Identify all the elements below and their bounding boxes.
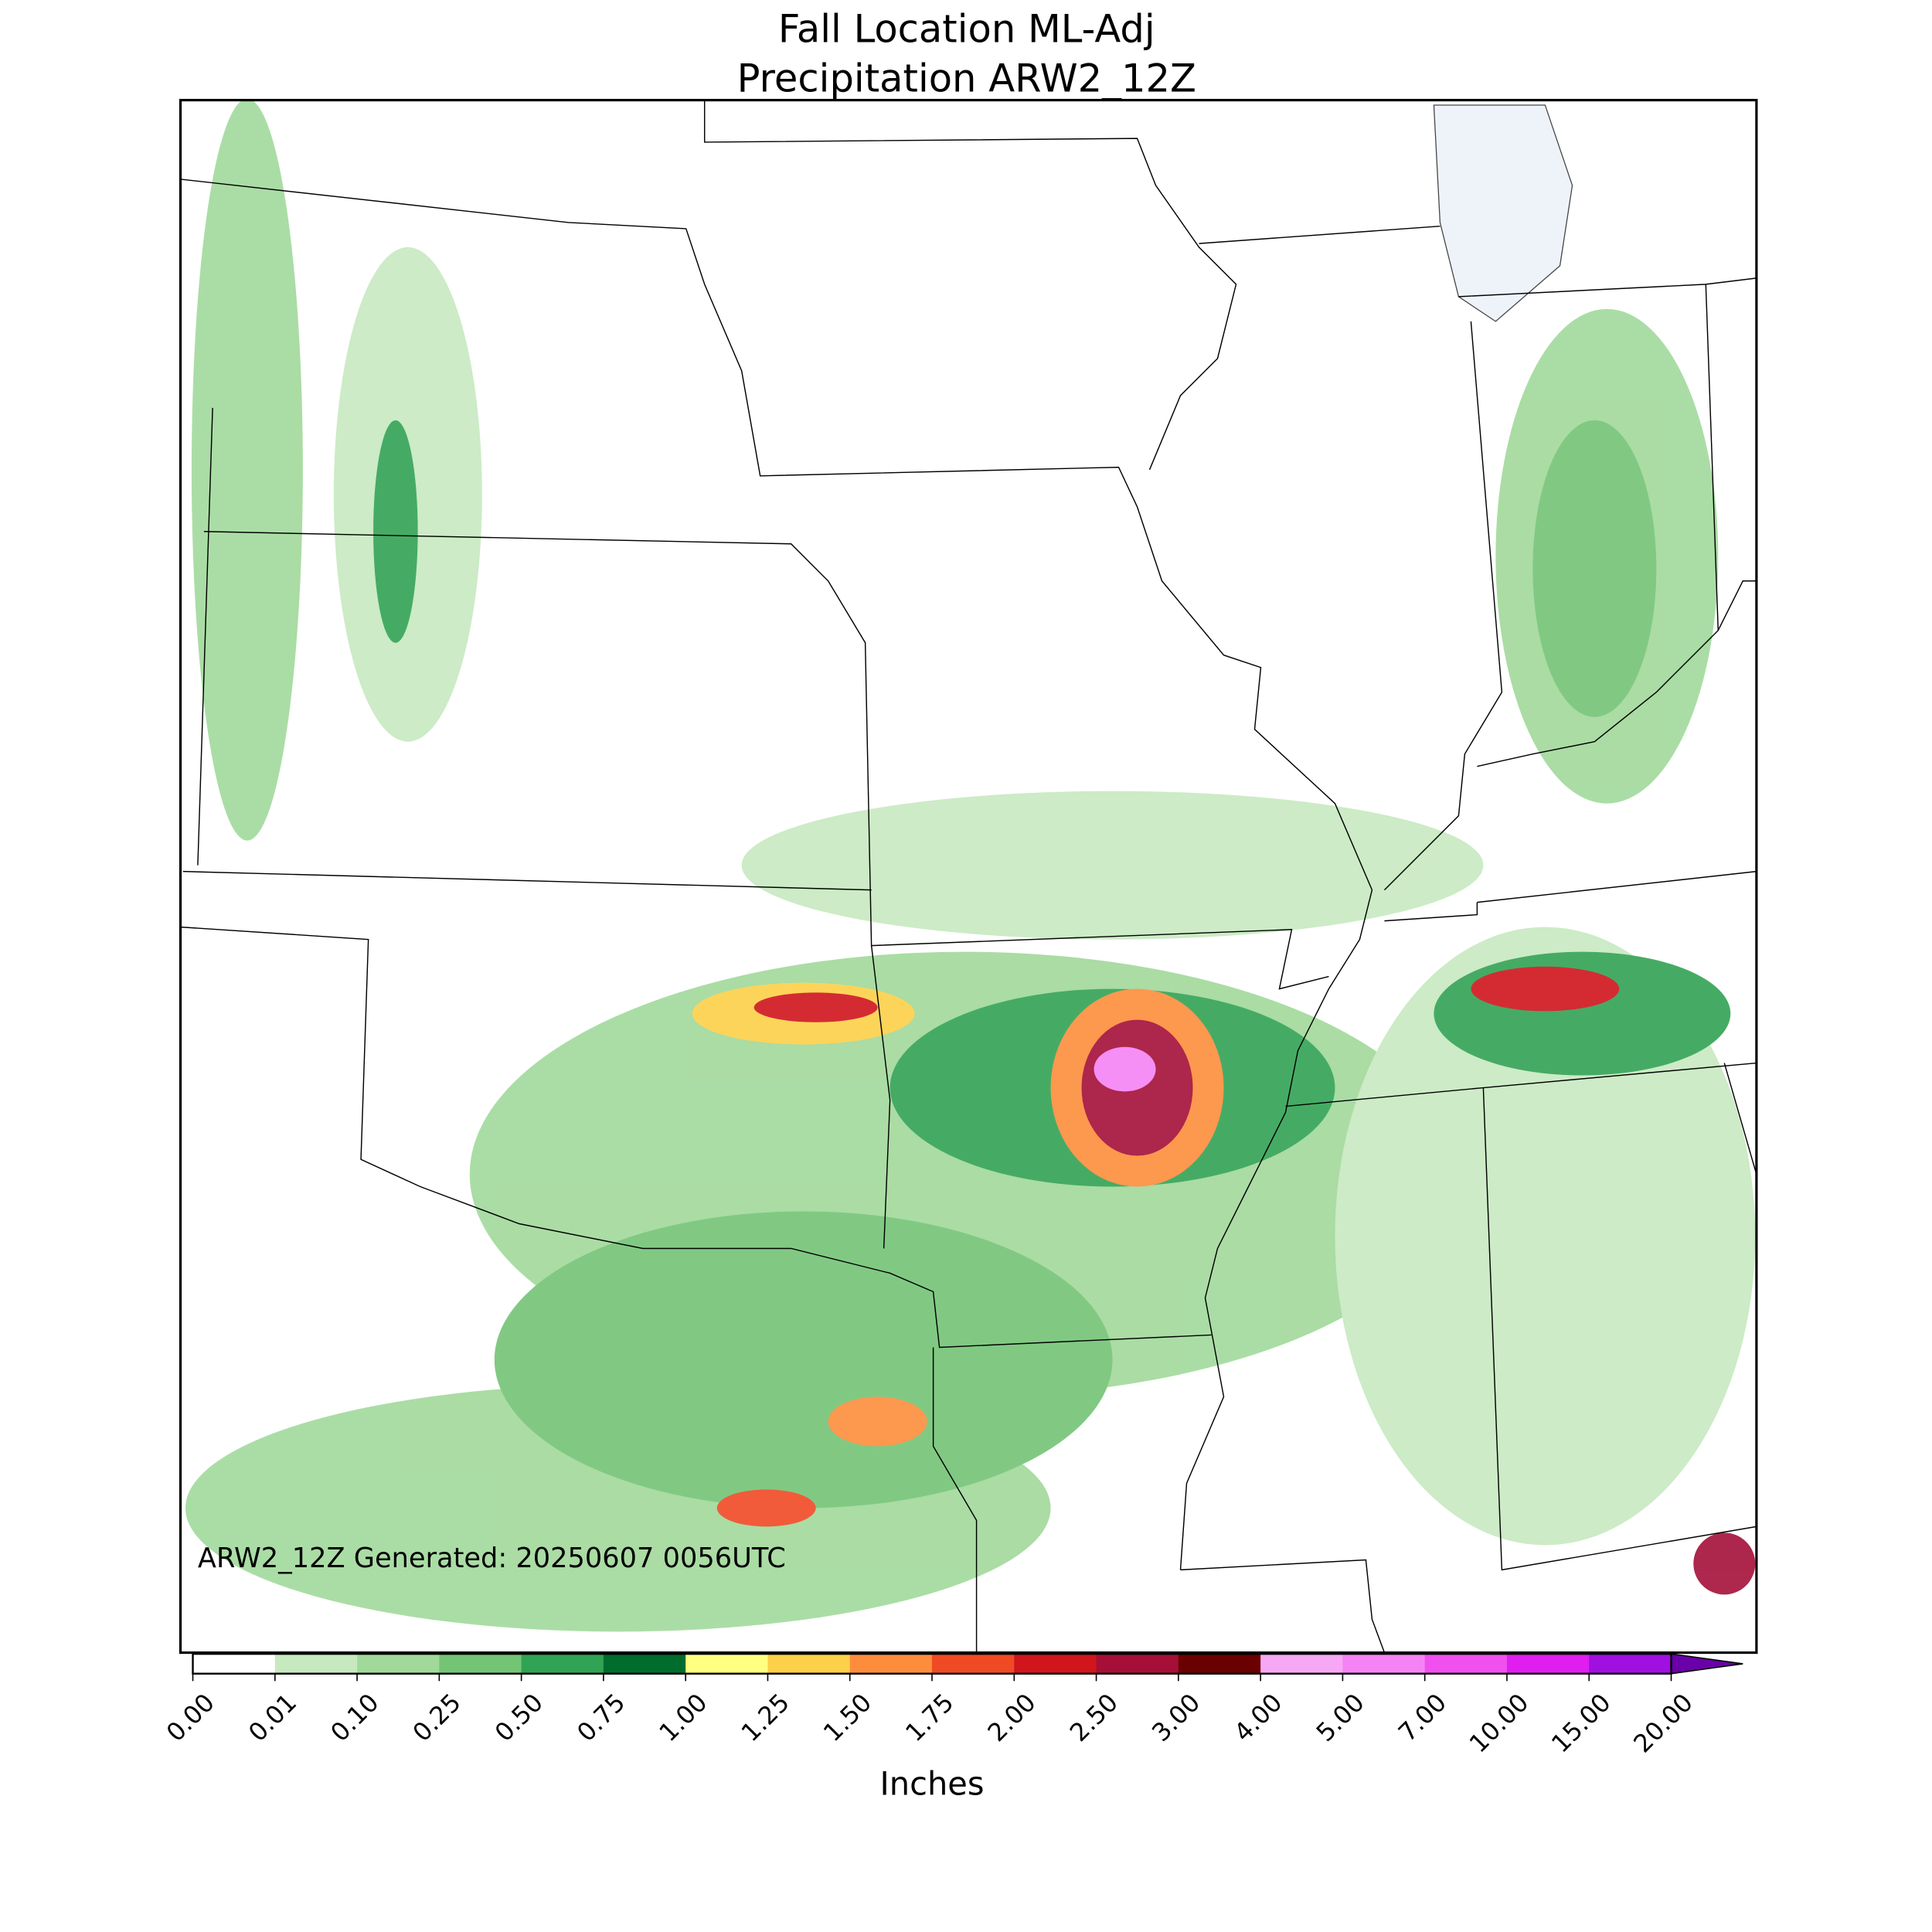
colorbar-tick-label: 0.25 — [407, 1688, 467, 1747]
precip-field — [185, 98, 1756, 1632]
colorbar-segment — [1178, 1654, 1261, 1674]
colorbar-segment — [767, 1654, 851, 1674]
colorbar-segment — [1342, 1654, 1426, 1674]
colorbar-segment — [357, 1654, 440, 1674]
colorbar-tick-label: 1.75 — [900, 1688, 959, 1747]
colorbar-tick-label: 4.00 — [1228, 1688, 1287, 1747]
colorbar-segment — [849, 1654, 933, 1674]
colorbar-tick-label: 0.00 — [161, 1688, 220, 1747]
colorbar-tick-label: 0.50 — [489, 1688, 549, 1747]
colorbar-tick-label: 2.50 — [1064, 1688, 1124, 1747]
title-line-2: Precipitation ARW2_12Z — [737, 56, 1196, 100]
colorbar-segment — [1260, 1654, 1344, 1674]
colorbar-tick-label: 3.00 — [1146, 1688, 1206, 1747]
colorbar-tick-label: 0.01 — [243, 1688, 302, 1747]
colorbar-segment — [192, 1654, 276, 1674]
map-frame — [179, 98, 1758, 1655]
colorbar-tick-label: 1.00 — [653, 1688, 713, 1747]
colorbar-tick-label: 1.50 — [818, 1688, 877, 1747]
map — [179, 98, 1758, 1655]
colorbar-segment — [1096, 1654, 1179, 1674]
colorbar-tick-label: 15.00 — [1546, 1688, 1617, 1759]
colorbar-segment — [1506, 1654, 1590, 1674]
colorbar: 0.00 0.01 0.10 0.25 0.50 0.75 1.00 1.25 1.50 1.75… — [161, 1652, 1743, 1759]
colorbar-tick-label: 2.00 — [982, 1688, 1042, 1747]
colorbar-label: Inches — [879, 1764, 984, 1802]
colorbar-segment — [439, 1654, 522, 1674]
colorbar-segment — [1014, 1654, 1097, 1674]
title-line-1: Fall Location ML-Adj — [778, 6, 1155, 51]
colorbar-segment — [685, 1654, 769, 1674]
colorbar-tick-label: 1.25 — [736, 1688, 795, 1747]
colorbar-segment — [603, 1654, 686, 1674]
colorbar-tick-label: 0.75 — [571, 1688, 631, 1747]
colorbar-tick-label: 0.10 — [325, 1688, 384, 1747]
colorbar-tick-label: 7.00 — [1393, 1688, 1452, 1747]
colorbar-segment — [1424, 1654, 1508, 1674]
colorbar-segment — [521, 1654, 604, 1674]
colorbar-segment — [932, 1654, 1015, 1674]
colorbar-extend-arrow — [1670, 1653, 1743, 1675]
generated-annotation: ARW2_12Z Generated: 20250607 0056UTC — [198, 1543, 786, 1574]
colorbar-tick-label: 5.00 — [1311, 1688, 1370, 1747]
colorbar-tick-label: 10.00 — [1464, 1688, 1535, 1759]
colorbar-segment — [274, 1654, 358, 1674]
colorbar-segment — [1589, 1654, 1672, 1674]
colorbar-tick-label: 20.00 — [1628, 1688, 1699, 1759]
